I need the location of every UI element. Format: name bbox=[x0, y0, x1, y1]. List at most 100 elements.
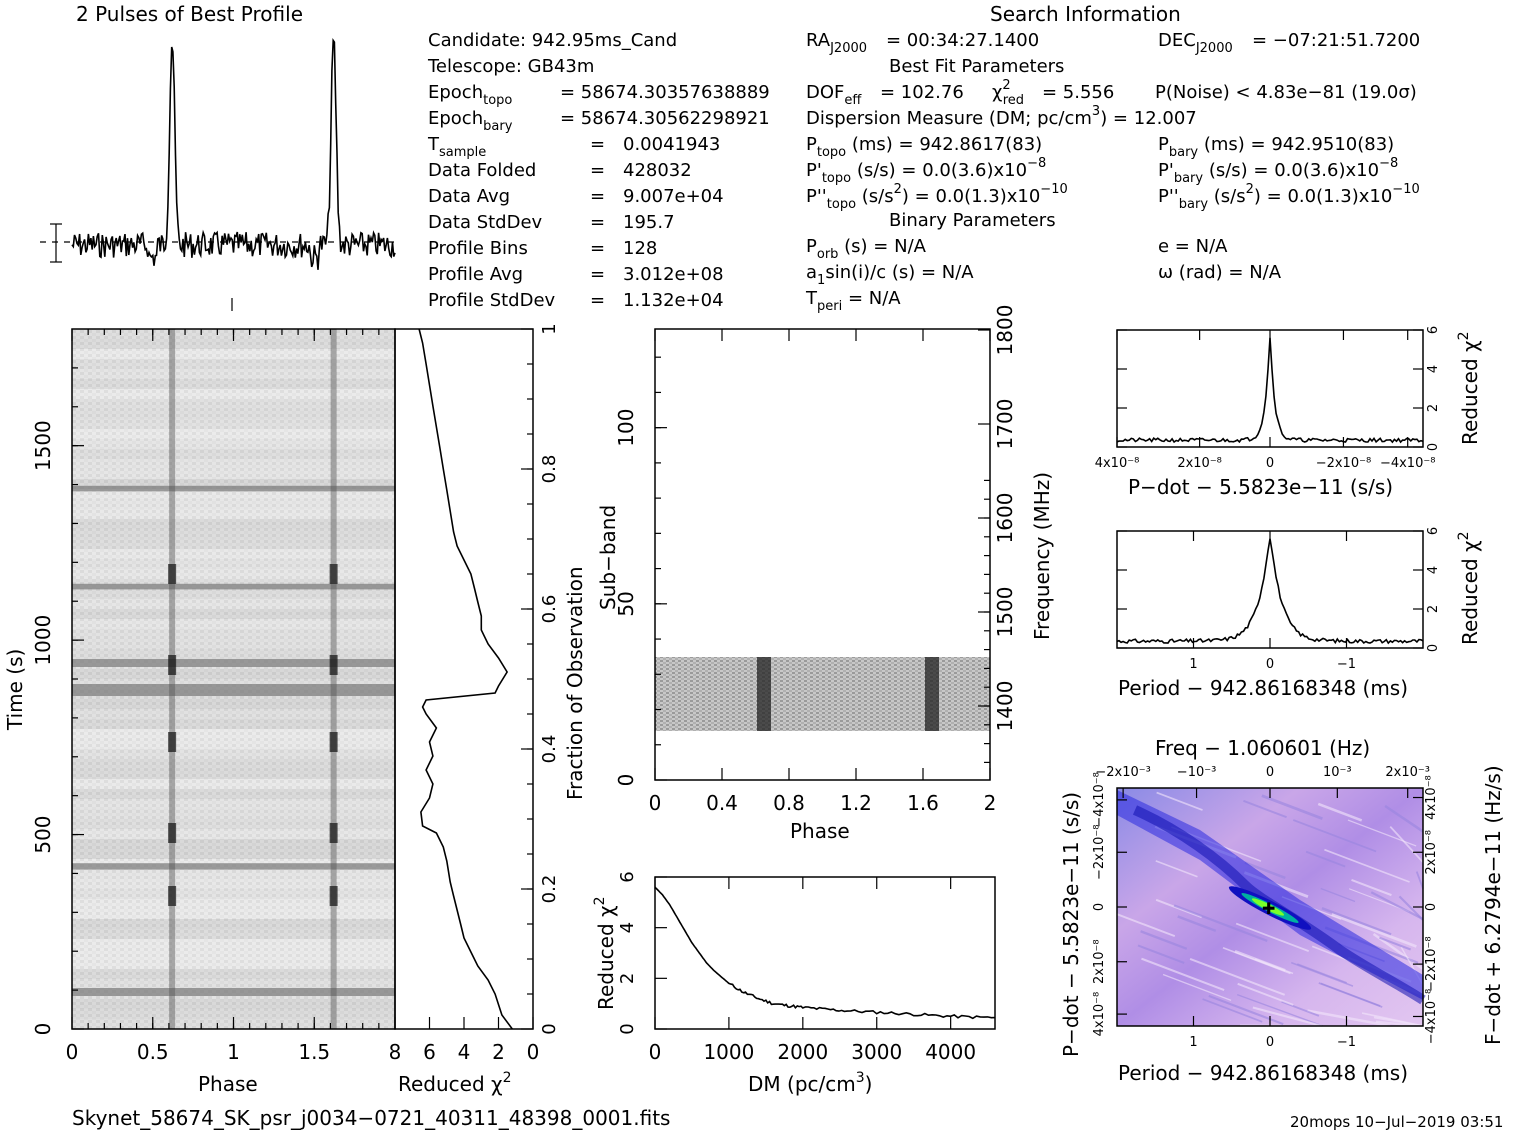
time-phase-row bbox=[72, 929, 395, 939]
time-phase-band bbox=[72, 485, 395, 492]
time-phase-band bbox=[72, 863, 395, 870]
time-phase-row bbox=[72, 509, 395, 519]
dm-chi2-plot: 0 1000 2000 3000 4000 0 2 4 6 DM (pc/cm3) Reduce… bbox=[592, 871, 996, 1096]
time-phase-row bbox=[72, 569, 395, 579]
subband-ylabel: Sub−band bbox=[596, 505, 620, 610]
time-phase-row bbox=[72, 399, 395, 409]
tick-label: 0 bbox=[1266, 1035, 1274, 1050]
time-phase-pulse-spot bbox=[168, 732, 177, 752]
time-chi2-curve bbox=[418, 328, 513, 1030]
tick-label: −10⁻³ bbox=[1177, 765, 1217, 780]
time-phase-row bbox=[72, 559, 395, 569]
time-phase-pulse-spot bbox=[168, 886, 177, 906]
dec-value: = −07:21:51.7200 bbox=[1252, 30, 1420, 51]
time-phase-row bbox=[72, 419, 395, 429]
time-phase-row bbox=[72, 889, 395, 899]
time-chi2-ticks: 8 6 4 2 000.20.40.60.81 bbox=[389, 323, 560, 1064]
tick-label: 2 bbox=[1426, 605, 1441, 613]
info-row-value: 3.012e+08 bbox=[623, 264, 724, 285]
time-phase-pulse-spot bbox=[329, 732, 338, 752]
tick-label: 1500 bbox=[31, 420, 55, 471]
time-phase-row bbox=[72, 729, 395, 739]
tick-label: 0 bbox=[1426, 443, 1441, 451]
time-phase-plot: 0 0.5 1 1.5 0 500 1000 1500 Phase Time (s) bbox=[3, 328, 396, 1096]
tick-label: 0.6 bbox=[539, 595, 560, 624]
info-row-eq: = bbox=[590, 238, 605, 259]
time-phase-ylabel: Time (s) bbox=[3, 649, 27, 731]
time-phase-pulse bbox=[169, 329, 176, 1029]
tick-label: −1 bbox=[1337, 657, 1356, 672]
time-phase-band bbox=[72, 684, 395, 696]
time-chi2-xlabel: Reduced χ2 bbox=[398, 1070, 512, 1096]
time-phase-row bbox=[72, 759, 395, 769]
time-phase-row bbox=[72, 369, 395, 379]
tick-label: 1800 bbox=[993, 305, 1017, 356]
info-left: Candidate: 942.95ms_Cand Telescope: GB43… bbox=[427, 30, 770, 311]
tick-label: 0 bbox=[1426, 644, 1441, 652]
pdot-chi2-curve bbox=[1116, 337, 1424, 444]
p-pdot-streak bbox=[1243, 799, 1287, 819]
epoch-bary-value: = 58674.30562298921 bbox=[560, 108, 770, 129]
p-pdot-streak bbox=[1155, 860, 1198, 878]
time-phase-row bbox=[72, 349, 395, 359]
period-chi2-curve bbox=[1116, 538, 1424, 645]
info-row-label: Data Folded bbox=[428, 160, 536, 181]
footer-stamp: 20mops 10−Jul−2019 03:51 bbox=[1290, 1113, 1503, 1131]
tick-label: −4x10⁻⁸ bbox=[1424, 989, 1439, 1044]
time-phase-row bbox=[72, 749, 395, 759]
pdtopo-label: P'topo (s/s) = 0.0(3.6)x10−8 bbox=[806, 156, 1046, 186]
chi2-value: = 5.556 bbox=[1042, 82, 1114, 103]
time-phase-row bbox=[72, 469, 395, 479]
p-pdot-streak bbox=[1236, 993, 1324, 1027]
p-pdot-streak bbox=[1324, 848, 1410, 883]
subband-xlabel: Phase bbox=[790, 819, 850, 843]
p-pdot-streak bbox=[1237, 982, 1294, 1006]
telescope-text: Telescope: GB43m bbox=[427, 56, 594, 77]
time-phase-row bbox=[72, 849, 395, 859]
tick-label: 0.4 bbox=[706, 791, 738, 815]
dm-xlabel: DM (pc/cm3) bbox=[748, 1070, 872, 1096]
time-chi2-plot: 8 6 4 2 000.20.40.60.81 Reduced χ2 Fraction … bbox=[389, 323, 587, 1096]
p-pdot-streak bbox=[1351, 879, 1392, 897]
p-pdot-streak bbox=[1189, 957, 1286, 996]
tick-label: 4x10⁻⁸ bbox=[1092, 992, 1107, 1037]
p-pdot-streak bbox=[1281, 1000, 1320, 1017]
pdot-chi2-plot: 4x10⁻⁸ 2x10⁻⁸ 0 −2x10⁻⁸ −4x10⁻⁸ 0 2 4 6 P−dot − … bbox=[1095, 326, 1482, 499]
time-phase-row bbox=[72, 979, 395, 989]
time-phase-row bbox=[72, 649, 395, 659]
profile-title: 2 Pulses of Best Profile bbox=[76, 2, 303, 26]
time-phase-band bbox=[72, 659, 395, 667]
time-phase-pulse-spot bbox=[168, 823, 177, 843]
p-pdot-streak bbox=[1234, 950, 1286, 972]
time-phase-row bbox=[72, 949, 395, 959]
pdbary-label: P'bary (s/s) = 0.0(3.6)x10−8 bbox=[1158, 156, 1398, 186]
time-phase-row bbox=[72, 359, 395, 369]
p-pdot-streak bbox=[1162, 973, 1232, 1001]
time-phase-row bbox=[72, 449, 395, 459]
tick-label: 6 bbox=[423, 1040, 436, 1064]
info-mid: RAJ2000 = 00:34:27.1400 DECJ2000 = −07:2… bbox=[805, 30, 1420, 314]
ra-label: RAJ2000 bbox=[806, 30, 867, 56]
p-pdot-streak bbox=[1173, 904, 1268, 942]
tick-label: −2x10⁻⁸ bbox=[1424, 936, 1439, 991]
time-phase-row bbox=[72, 699, 395, 709]
tick-label: 1.2 bbox=[840, 791, 872, 815]
time-phase-pulse bbox=[330, 329, 337, 1029]
subband-plot: 0 0.4 0.8 1.2 1.6 2 0 50 100 1400 1500 1600 1700 1800… bbox=[596, 305, 1054, 843]
tick-label: 4x10⁻⁸ bbox=[1424, 775, 1439, 820]
tick-label: 0 bbox=[1266, 657, 1274, 672]
info-row-label: Profile StdDev bbox=[428, 290, 556, 311]
time-phase-pulse-spot bbox=[329, 655, 338, 675]
pnoise-text: P(Noise) < 4.83e−81 (19.0σ) bbox=[1155, 82, 1417, 103]
tick-label: 2x10⁻⁸ bbox=[1424, 830, 1439, 875]
dm-chi2-curve bbox=[654, 886, 996, 1020]
ecc-text: e = N/A bbox=[1158, 236, 1228, 257]
time-phase-row bbox=[72, 549, 395, 559]
info-row-value: 428032 bbox=[623, 160, 692, 181]
profile-plot bbox=[40, 38, 396, 311]
tick-label: 0 bbox=[1266, 456, 1274, 471]
freq-label: Freq − 1.060601 (Hz) bbox=[1155, 736, 1370, 760]
time-phase-row bbox=[72, 429, 395, 439]
dm-chi2-frame bbox=[654, 876, 996, 1030]
time-phase-row bbox=[72, 339, 395, 349]
